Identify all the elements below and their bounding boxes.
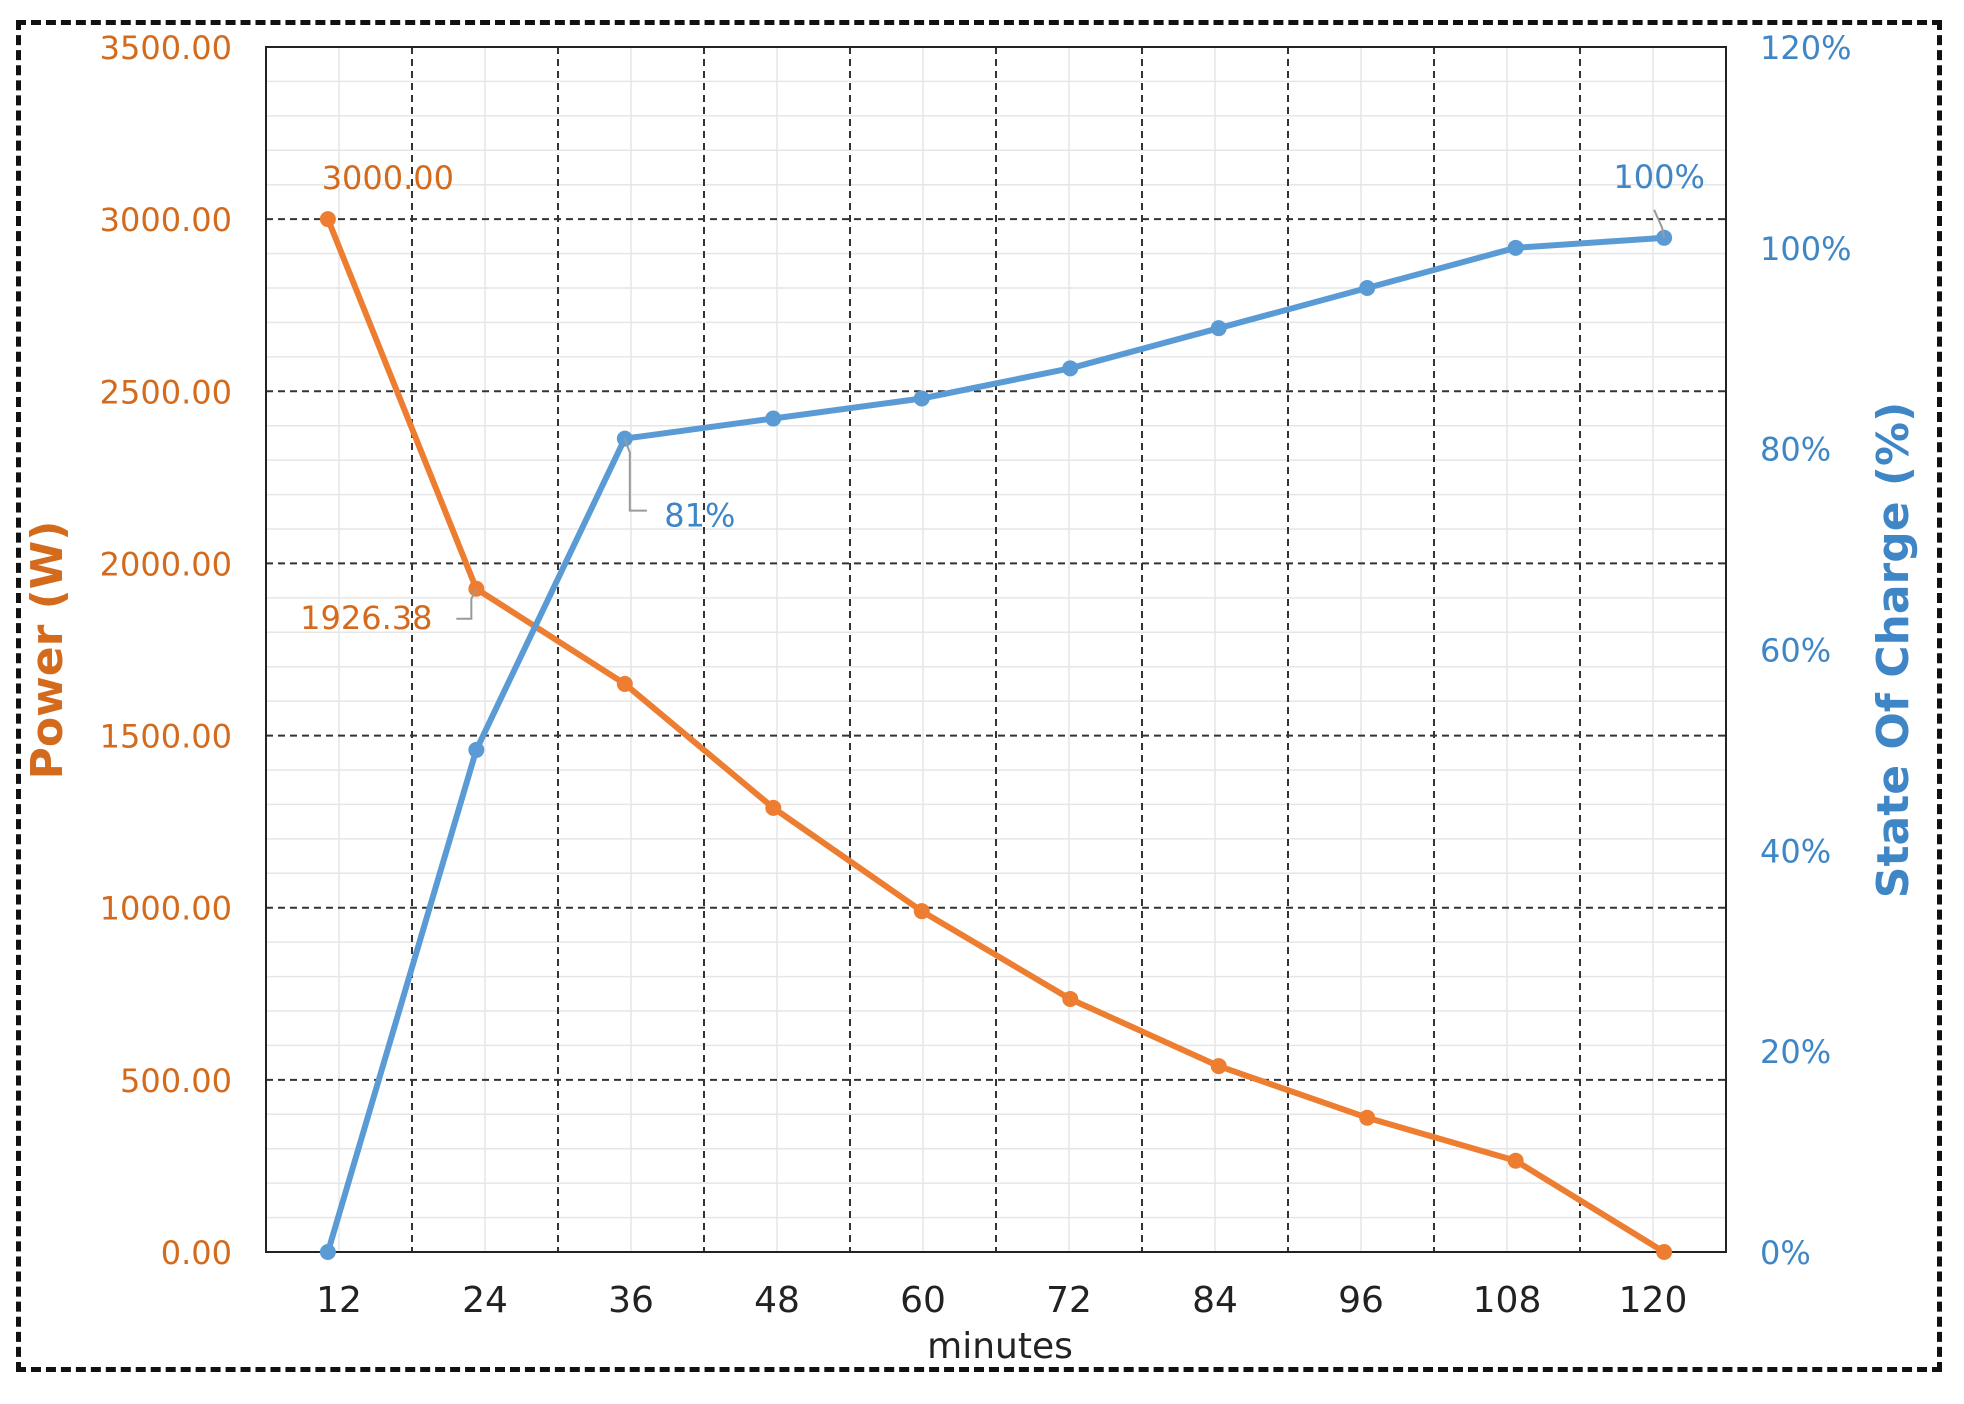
data-label: 1926.38: [300, 599, 432, 637]
series-0-point: [319, 211, 336, 228]
series-1-point: [319, 1244, 336, 1260]
annotation-leader-line: [1653, 209, 1666, 238]
y-left-tick-label: 3000.00: [100, 201, 232, 239]
y-right-tick-label: 100%: [1760, 230, 1851, 268]
x-tick-label: 72: [1046, 1280, 1092, 1321]
series-0-point: [616, 675, 633, 692]
y-left-tick-label: 2500.00: [100, 373, 232, 411]
series-0-point: [1062, 990, 1079, 1007]
series-0-point: [1507, 1152, 1524, 1169]
x-tick-label: 48: [754, 1280, 800, 1321]
y-right-tick-label: 80%: [1760, 431, 1831, 469]
series-1-point: [1359, 280, 1376, 296]
y-left-tick-label: 0.00: [161, 1234, 232, 1272]
x-tick-label: 84: [1192, 1280, 1238, 1321]
y-left-tick-label: 500.00: [120, 1062, 232, 1100]
y-right-tick-label: 0%: [1760, 1234, 1811, 1272]
x-tick-label: 12: [316, 1280, 362, 1321]
chart-frame: [16, 20, 1942, 1372]
x-tick-label: 96: [1338, 1280, 1384, 1321]
annotation-leader-line: [623, 438, 647, 512]
data-label: 3000.00: [322, 159, 454, 197]
y-right-tick-label: 40%: [1760, 832, 1831, 870]
y-left-tick-label: 3500.00: [100, 29, 232, 67]
series-1-point: [1062, 360, 1079, 377]
data-label: 100%: [1613, 158, 1704, 196]
series-1-point: [1507, 239, 1524, 256]
y-right-tick-label: 60%: [1760, 632, 1831, 670]
y-left-tick-label: 1500.00: [100, 718, 232, 756]
series-0-line: [325, 217, 1666, 1255]
series-1-point: [468, 741, 485, 758]
x-tick-label: 36: [608, 1280, 654, 1321]
series-1-point: [1210, 320, 1227, 337]
series-1-line: [325, 234, 1665, 1253]
x-tick-label: 60: [900, 1280, 946, 1321]
y-right-tick-label: 20%: [1760, 1033, 1831, 1071]
data-label: 81%: [664, 497, 735, 535]
series-1-point: [913, 390, 930, 407]
y-left-tick-label: 1000.00: [100, 890, 232, 928]
y-left-axis-label: Power (W): [22, 521, 73, 780]
x-axis-label: minutes: [927, 1326, 1073, 1367]
series-0-point: [765, 799, 782, 816]
series-0-point: [1656, 1244, 1673, 1260]
annotations-layer: 3000.00 1926.38 81% 100%: [300, 158, 1705, 637]
series-1-point: [765, 410, 782, 427]
annotation-leader-line: [456, 588, 478, 620]
y-right-axis-label: State Of Charge (%): [1868, 402, 1919, 898]
x-tick-label: 120: [1619, 1280, 1688, 1321]
x-tick-label: 108: [1473, 1280, 1542, 1321]
ticks-layer: 0.00 500.00 1000.00 1500.00 2000.00 2500.00 30…: [100, 29, 1852, 1321]
x-tick-label: 24: [462, 1280, 508, 1321]
series-0-point: [913, 903, 930, 920]
y-right-tick-label: 120%: [1760, 29, 1851, 67]
series-0-point: [1210, 1058, 1227, 1075]
series-0-point: [1359, 1109, 1376, 1126]
grid: [266, 47, 1726, 1252]
plot-area-border: [265, 46, 1727, 1253]
y-left-tick-label: 2000.00: [100, 545, 232, 583]
